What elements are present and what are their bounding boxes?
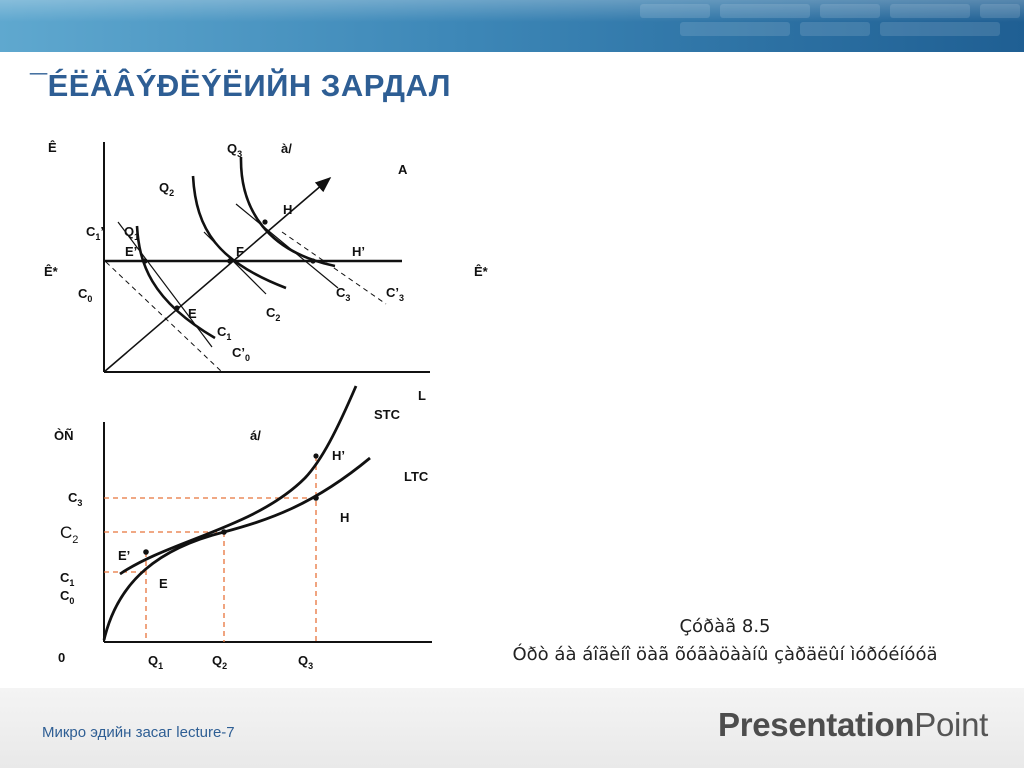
banner-shine [0,0,1024,22]
isoquant-q1-label: Q1 [124,224,139,242]
isoquant-q1 [135,225,216,340]
k-star-right-label: Ê* [474,264,489,279]
point-h-prime-label: H’ [332,448,345,463]
point-e [174,305,180,311]
brand-logo: PresentationPoint [718,706,988,744]
point-e-label: E [188,306,197,321]
cost-c1-label: C1 [60,570,74,588]
ltc-curve [102,456,371,641]
isocost-c3-prime [281,231,387,305]
isoquant-q3-label: Q3 [227,141,242,159]
banner-decoration [820,4,880,18]
banner-decoration [800,22,870,36]
output-q3-label: Q3 [298,653,313,671]
stc-curve [119,385,358,576]
isocost-c1-prime-label: C1’ [86,224,104,242]
brand-logo-light: Point [914,706,988,743]
ray-a-label: A [398,162,408,177]
footer-band [0,688,1024,768]
banner-decoration [880,22,1000,36]
isocost-c0-prime-label: C’0 [232,345,250,363]
k-star-left-label: Ê* [44,264,59,279]
point-e-prime [143,549,149,555]
point-f [221,529,227,535]
isoquant-q2 [191,175,287,290]
point-f [227,258,233,264]
bottom-y-axis-label: ÒÑ [54,428,74,443]
figure-caption: Óðò áà áîãèíî öàã õóãàöààíû çàðäëûí ìóðó… [512,644,938,665]
isocost-c3-prime-label: C’3 [386,285,404,303]
slide-title: ¯ÉËÄÂÝÐËÝËИЙН ЗАРДАЛ [30,68,452,103]
figure-number: Çóðàã 8.5 [679,616,771,637]
expansion-path-ray [103,176,332,373]
ltc-label: LTC [404,469,429,484]
banner-decoration [890,4,970,18]
point-h-prime [310,258,316,264]
isocost-c3 [235,203,339,289]
isoquant-diagram: Ê L Ê* Ê* à/ A Q3 Q2 Q1 C1’ C0 C1 C’0 C2… [44,140,489,403]
cost-curve-diagram: ÒÑ á/ 0 STC LTC H’ H E’ E C3 C2 C1 C0 Q1… [54,385,432,671]
point-e-prime-label: E’ [125,244,137,259]
point-h [262,219,268,225]
point-e-label-box [152,573,178,593]
point-f-label: F [236,244,244,259]
point-e-prime-label: E’ [118,548,130,563]
cost-c2-label: C2 [60,523,78,546]
isocost-c1-label: C1 [217,324,231,342]
brand-logo-bold: Presentation [717,706,915,743]
isocost-c3-label: C3 [336,285,350,303]
banner-decoration [980,4,1020,18]
diagram-b-label: á/ [250,428,261,443]
cost-c3-label: C3 [68,490,82,508]
point-h-label: H [283,202,292,217]
point-h-prime [313,453,319,459]
banner-decoration [720,4,810,18]
isocost-c0-label: C0 [78,286,92,304]
point-h-prime-label: H’ [352,244,365,259]
footer-course-label: Микро эдийн засаг lecture-7 [42,724,235,741]
guide-lines [104,456,317,642]
origin-label: 0 [58,650,65,665]
isoquant-q2-label: Q2 [159,180,174,198]
diagram-a-label: à/ [281,141,292,156]
header-banner [0,0,1024,52]
point-h-label: H [340,510,349,525]
top-x-axis-label: L [418,388,426,403]
banner-decoration [640,4,710,18]
cost-c0-label: C0 [60,588,74,606]
output-q1-label: Q1 [148,653,163,671]
point-e-prime [142,258,148,264]
point-e-label: E [159,576,168,591]
isocost-c2-label: C2 [266,305,280,323]
top-y-axis-label: Ê [48,140,57,155]
output-q2-label: Q2 [212,653,227,671]
stc-label: STC [374,407,401,422]
banner-decoration [680,22,790,36]
point-h [313,495,319,501]
